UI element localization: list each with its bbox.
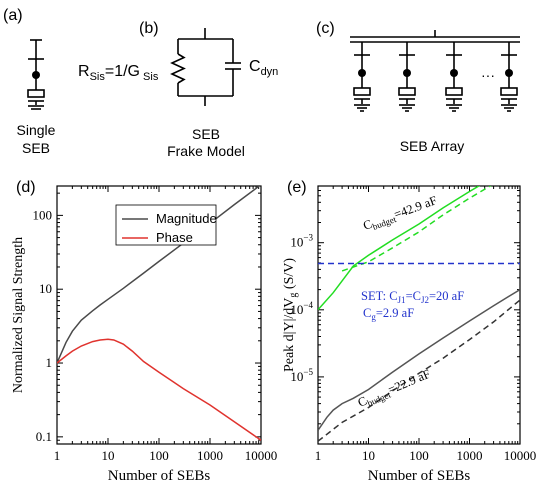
y-axis-label: Normalized Signal Strength xyxy=(11,237,26,393)
y-tick-label: 100 xyxy=(33,207,53,222)
panel-c-caption: SEB Array xyxy=(400,138,465,154)
seb-dot xyxy=(358,69,366,77)
x-tick-label: 1000 xyxy=(457,448,483,463)
chart-e: 1 10 100 1000 10000 10−5 10−4 10−3 Number of SEB… xyxy=(282,185,537,484)
x-tick-label: 10 xyxy=(362,448,375,463)
series-5-line xyxy=(318,299,520,442)
x-tick-label: 1000 xyxy=(197,448,223,463)
panel-c: (c) ··· SEB Array xyxy=(316,20,520,154)
y-tick-label: 10−3 xyxy=(290,233,313,250)
x-axis-label: Number of SEBs xyxy=(108,468,211,484)
panel-a-label: (a) xyxy=(3,7,23,24)
x-axis-label: Number of SEBs xyxy=(368,468,471,484)
series-1-line xyxy=(318,186,481,311)
lower-budget-annotation: Cbudget=22.9 aF xyxy=(356,367,434,412)
capacitor-label: Cdyn xyxy=(249,58,278,78)
seb-unit xyxy=(353,42,371,112)
x-tick-label: 10000 xyxy=(245,448,278,463)
series-4-line xyxy=(318,288,520,431)
legend-entry: Phase xyxy=(156,230,193,245)
y-tick-label: 10−5 xyxy=(290,367,313,384)
panel-d-label: (d) xyxy=(16,179,36,196)
seb-dot xyxy=(403,69,411,77)
set-parameters-line1: SET: CJ1=CJ2=20 aF xyxy=(361,289,464,305)
y-tick-label: 10−4 xyxy=(290,300,313,317)
set-parameters-line2: Cg=2.9 aF xyxy=(363,306,414,322)
seb-dot xyxy=(32,71,40,79)
equivalent-circuit xyxy=(170,28,241,106)
upper-budget-annotation: Cbudget=42.9 aF xyxy=(361,193,439,235)
panel-c-label: (c) xyxy=(316,20,335,37)
seb-unit xyxy=(500,42,518,112)
panel-b-caption-2: Frake Model xyxy=(167,143,245,159)
panel-b-caption-1: SEB xyxy=(192,126,220,142)
y-tick-label: 0.1 xyxy=(36,429,52,444)
panel-b: (b) RSis=1/G Sis Cdyn SEB Frake Model xyxy=(78,20,278,159)
seb-dot xyxy=(505,69,513,77)
seb-array-schematic xyxy=(350,30,520,112)
panel-b-label: (b) xyxy=(139,20,159,37)
panel-a-caption-2: SEB xyxy=(22,140,50,156)
y-tick-label: 1 xyxy=(46,355,53,370)
single-seb-schematic xyxy=(27,39,45,110)
y-axis-label: Peak d|Y|/dVg (S/V) xyxy=(282,258,299,372)
resistor-label: RSis=1/G Sis xyxy=(78,63,159,83)
x-tick-label: 1 xyxy=(54,448,61,463)
seb-dot xyxy=(450,69,458,77)
seb-unit xyxy=(398,42,416,112)
x-tick-label: 100 xyxy=(149,448,169,463)
seb-unit xyxy=(445,42,463,112)
phase-line xyxy=(57,338,261,441)
x-tick-label: 10000 xyxy=(504,448,537,463)
panel-a-caption-1: Single xyxy=(17,122,56,138)
legend: Magnitude Phase xyxy=(115,204,217,246)
y-tick-label: 10 xyxy=(39,281,52,296)
array-ellipsis: ··· xyxy=(481,67,495,83)
panel-e-label: (e) xyxy=(287,179,307,196)
panel-a: (a) Single SEB xyxy=(3,7,56,156)
x-tick-label: 1 xyxy=(315,448,322,463)
panel-e: (e) 1 10 100 1000 10000 10−5 10−4 10−3 Number of… xyxy=(282,179,536,484)
legend-entry: Magnitude xyxy=(156,211,217,226)
x-tick-label: 100 xyxy=(409,448,429,463)
x-tick-label: 10 xyxy=(102,448,115,463)
